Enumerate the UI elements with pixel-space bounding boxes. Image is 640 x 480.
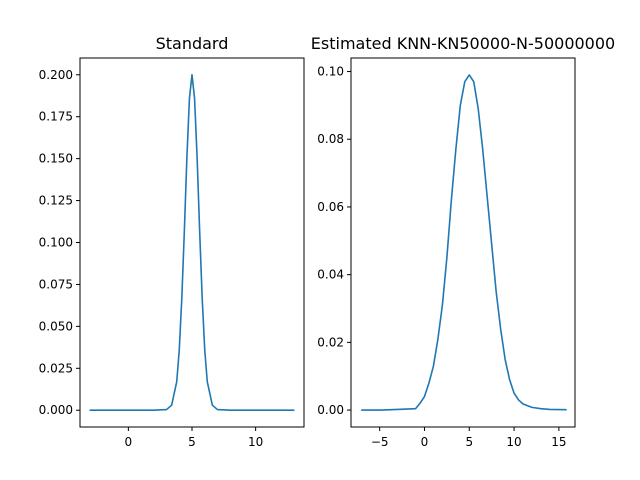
right-subplot: Estimated KNN-KN50000-N-50000000 −5 0 5 10 1… xyxy=(311,34,615,449)
left-x-tick-label: 10 xyxy=(248,435,263,449)
left-y-tick-label: 0.200 xyxy=(39,68,73,82)
right-series-line xyxy=(360,74,567,411)
right-y-tick-label: 0.06 xyxy=(317,200,344,214)
left-series-line xyxy=(89,73,295,412)
right-y-tick-label: 0.08 xyxy=(317,132,344,146)
left-subplot: Standard 0 5 10 0.000 0.025 0.050 0.075 0.100 0.… xyxy=(39,34,305,449)
right-y-tick-label: 0.02 xyxy=(317,335,344,349)
left-axes-frame xyxy=(79,57,305,428)
left-y-tick-label: 0.075 xyxy=(39,277,73,291)
left-y-tick-label: 0.050 xyxy=(39,319,73,333)
right-y-tick-label: 0.10 xyxy=(317,65,344,79)
left-y-tick-label: 0.000 xyxy=(39,403,73,417)
right-x-tick-label: 15 xyxy=(551,435,566,449)
right-axes-frame xyxy=(350,57,576,428)
left-y-tick-label: 0.100 xyxy=(39,236,73,250)
right-x-tick-label: 5 xyxy=(465,435,473,449)
left-subplot-title: Standard xyxy=(156,34,229,53)
right-x-tick-label: 10 xyxy=(506,435,521,449)
right-y-tick-label: 0.04 xyxy=(317,268,344,282)
left-x-tick-label: 5 xyxy=(188,435,196,449)
left-y-tick-label: 0.175 xyxy=(39,110,73,124)
right-x-tick-label: 0 xyxy=(421,435,429,449)
right-x-tick-label: −5 xyxy=(371,435,389,449)
right-y-tick-label: 0.00 xyxy=(317,403,344,417)
left-y-tick-label: 0.025 xyxy=(39,361,73,375)
left-x-tick-label: 0 xyxy=(125,435,133,449)
right-subplot-title: Estimated KNN-KN50000-N-50000000 xyxy=(311,34,615,53)
left-y-tick-label: 0.125 xyxy=(39,194,73,208)
left-y-tick-label: 0.150 xyxy=(39,152,73,166)
